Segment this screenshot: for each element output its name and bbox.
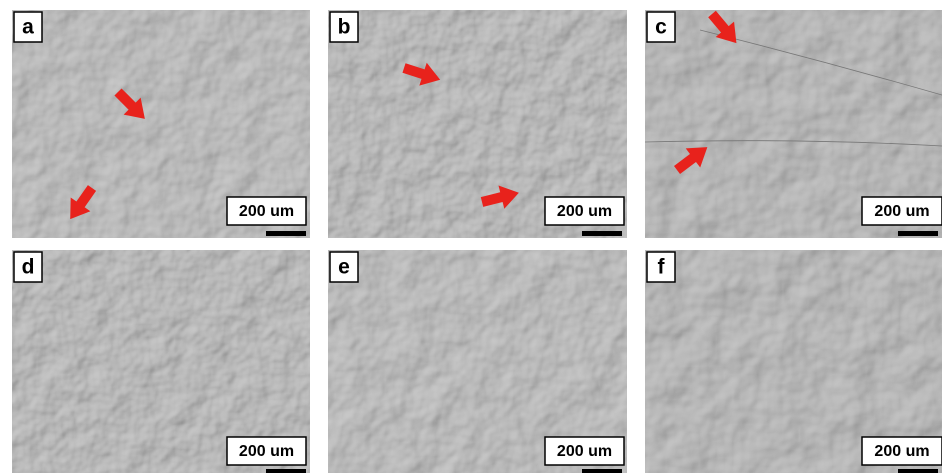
scale-label: 200 um [239, 443, 294, 460]
panel-label: a [22, 16, 34, 39]
panel-label: d [22, 256, 35, 279]
figure: a 200 um b 200 um c 200 um d 200 um e 20… [0, 0, 942, 473]
panel-label: c [655, 16, 667, 39]
panel-label: e [338, 256, 350, 279]
panel-label: b [338, 16, 351, 39]
scale-label: 200 um [874, 443, 929, 460]
panel-label: f [658, 256, 666, 279]
scale-label: 200 um [874, 203, 929, 220]
scale-bar [898, 231, 938, 236]
scale-bar [898, 469, 938, 473]
scale-bar [266, 469, 306, 473]
scale-bar [582, 469, 622, 473]
scale-bar [582, 231, 622, 236]
page: a 200 um b 200 um c 200 um d 200 um e 20… [0, 0, 942, 473]
scale-bar [266, 231, 306, 236]
scale-label: 200 um [557, 443, 612, 460]
scale-label: 200 um [239, 203, 294, 220]
scale-label: 200 um [557, 203, 612, 220]
